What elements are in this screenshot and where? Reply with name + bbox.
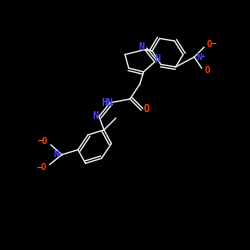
Text: N: N <box>139 42 145 52</box>
Text: HN: HN <box>102 98 114 108</box>
Text: N: N <box>197 52 202 62</box>
Text: O: O <box>42 137 47 146</box>
Text: −: − <box>210 39 216 49</box>
Text: N: N <box>92 111 98 121</box>
Text: −: − <box>38 136 44 146</box>
Text: −: − <box>36 162 42 172</box>
Text: +: + <box>56 150 60 156</box>
Text: N: N <box>155 54 160 64</box>
Text: +: + <box>201 52 205 59</box>
Text: O: O <box>144 104 150 114</box>
Text: N: N <box>54 150 59 159</box>
Text: O: O <box>41 162 46 172</box>
Text: O: O <box>207 40 212 49</box>
Text: O: O <box>204 66 210 74</box>
